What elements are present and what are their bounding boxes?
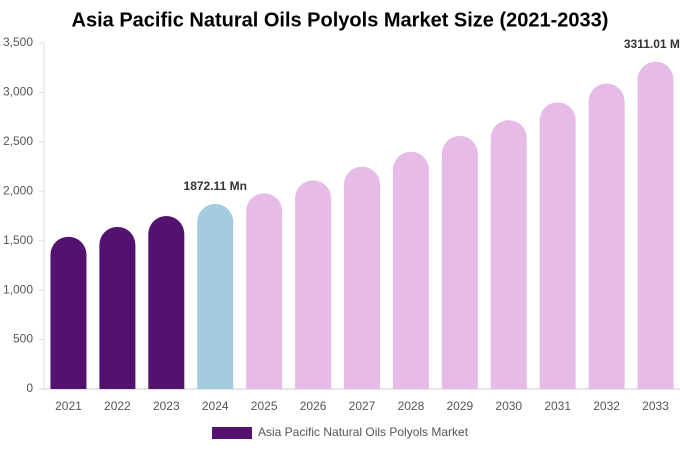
x-tick-label: 2029	[446, 399, 473, 413]
bar	[148, 216, 185, 389]
chart-title: Asia Pacific Natural Oils Polyols Market…	[72, 9, 609, 31]
x-tick-label: 2024	[202, 399, 229, 413]
x-tick-label: 2032	[593, 399, 620, 413]
bar	[441, 135, 478, 389]
y-tick-label: 1,500	[3, 233, 33, 247]
bar	[637, 61, 674, 389]
x-tick-label: 2027	[349, 399, 376, 413]
x-tick-label: 2025	[251, 399, 278, 413]
bar	[197, 203, 234, 389]
x-tick-label: 2033	[642, 399, 669, 413]
y-tick-label: 0	[26, 381, 33, 395]
data-label: 1872.11 Mn	[184, 179, 247, 193]
bar	[99, 226, 136, 389]
legend-swatch	[212, 427, 252, 439]
data-label: 3311.01 Mn	[624, 37, 680, 51]
bar	[50, 236, 87, 389]
bar	[295, 180, 332, 389]
x-tick-label: 2026	[300, 399, 327, 413]
bar	[246, 193, 283, 389]
x-tick-label: 2031	[544, 399, 571, 413]
bar	[588, 83, 625, 389]
bar	[392, 151, 429, 389]
y-tick-label: 2,000	[3, 183, 33, 197]
legend-label: Asia Pacific Natural Oils Polyols Market	[258, 425, 469, 439]
x-tick-label: 2030	[495, 399, 522, 413]
x-tick-label: 2023	[153, 399, 180, 413]
x-tick-label: 2028	[398, 399, 425, 413]
y-tick-label: 3,000	[3, 85, 33, 99]
bar	[490, 120, 527, 389]
bar	[539, 102, 576, 390]
x-tick-label: 2021	[55, 399, 82, 413]
x-tick-label: 2022	[104, 399, 131, 413]
y-tick-label: 1,000	[3, 282, 33, 296]
y-tick-label: 500	[13, 332, 33, 346]
y-tick-label: 3,500	[3, 35, 33, 49]
bar	[344, 166, 380, 389]
y-tick-label: 2,500	[3, 134, 33, 148]
